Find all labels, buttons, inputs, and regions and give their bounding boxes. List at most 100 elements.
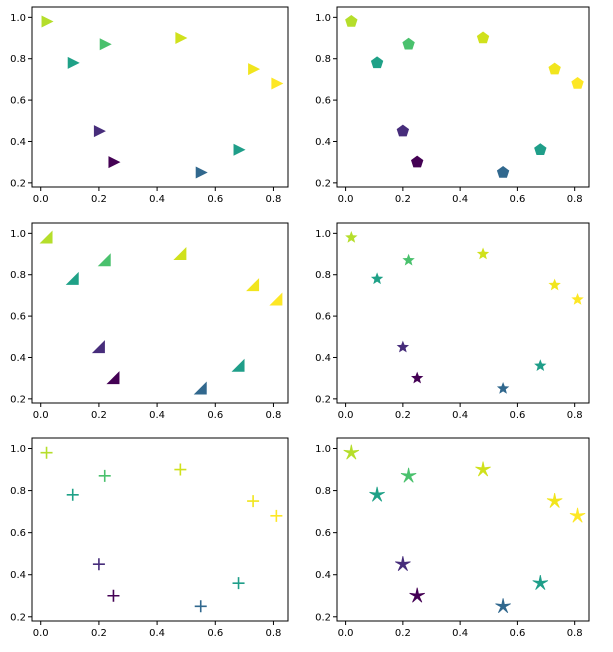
pentagon-marker (402, 37, 415, 50)
y-tick-label: 0.2 (315, 612, 331, 623)
axes-frame (31, 437, 289, 622)
x-tick-label: 0.8 (567, 410, 583, 421)
y-tick-label: 1.0 (10, 13, 26, 24)
subplot-2: 0.0 0.2 0.4 0.6 0.8 0.2 0.4 0.6 0.8 1.0 (315, 6, 590, 205)
triangle-right-marker (271, 77, 284, 90)
x-tick-label: 0.6 (207, 194, 223, 205)
triangle-right-marker (195, 166, 208, 179)
corner-triangle-marker (91, 340, 105, 354)
corner-triangle-marker (231, 358, 245, 372)
subplot-3-points (39, 230, 283, 395)
plus-marker (270, 509, 283, 522)
subplot-4: 0.0 0.2 0.4 0.6 0.8 0.2 0.4 0.6 0.8 1.0 (315, 222, 590, 421)
y-tick-label: 0.6 (315, 312, 331, 323)
x-tick-label: 0.8 (567, 628, 583, 639)
triangle-right-marker (248, 63, 261, 76)
plus-marker (232, 577, 245, 590)
y-tick-label: 0.8 (315, 486, 331, 497)
axes-frame (336, 222, 590, 404)
plus-marker (66, 488, 79, 501)
triangle-right-marker (233, 143, 246, 156)
subplot-5-points (40, 446, 283, 613)
asterisk-star-marker (369, 486, 385, 502)
triangle-right-marker (108, 156, 121, 169)
corner-triangle-marker (39, 230, 53, 244)
y-tick-label: 0.2 (10, 612, 26, 623)
x-tick-label: 0.6 (509, 410, 525, 421)
x-tick-label: 0.6 (509, 194, 525, 205)
plus-marker (92, 558, 105, 571)
pentagon-marker (345, 14, 358, 27)
asterisk-star-marker (409, 587, 425, 603)
axes-frame (336, 437, 590, 622)
x-tick-label: 0.6 (207, 628, 223, 639)
y-tick-label: 0.4 (315, 353, 331, 364)
subplot-5: 0.0 0.2 0.4 0.6 0.8 0.2 0.4 0.6 0.8 1.0 (10, 437, 289, 639)
subplot-2-points (345, 14, 584, 178)
y-tick-label: 0.6 (315, 528, 331, 539)
y-tick-label: 0.4 (10, 570, 26, 581)
y-tick-label: 0.6 (10, 528, 26, 539)
triangle-right-marker (67, 56, 80, 69)
y-tick-label: 1.0 (315, 444, 331, 455)
corner-triangle-marker (97, 253, 111, 267)
x-tick-label: 0.4 (149, 410, 165, 421)
star-marker (476, 247, 490, 260)
x-tick-label: 0.6 (207, 410, 223, 421)
axes-frame (31, 6, 289, 188)
y-tick-label: 0.4 (10, 137, 26, 148)
y-tick-label: 0.6 (10, 312, 26, 323)
asterisk-star-marker (395, 556, 411, 571)
x-tick-label: 0.4 (149, 628, 165, 639)
pentagon-marker (411, 155, 424, 168)
star-marker (345, 230, 358, 243)
x-tick-label: 0.2 (91, 628, 107, 639)
x-tick-label: 0.4 (452, 194, 468, 205)
pentagon-marker (548, 62, 561, 75)
x-tick-label: 0.0 (33, 194, 49, 205)
y-tick-label: 1.0 (10, 229, 26, 240)
y-tick-label: 0.6 (10, 96, 26, 107)
y-tick-label: 0.2 (315, 394, 331, 405)
pentagon-marker (396, 124, 410, 137)
x-tick-label: 0.4 (452, 628, 468, 639)
x-tick-label: 0.0 (338, 628, 354, 639)
subplot-3: 0.0 0.2 0.4 0.6 0.8 0.2 0.4 0.6 0.8 1.0 (10, 222, 289, 421)
y-tick-label: 1.0 (315, 13, 331, 24)
x-tick-label: 0.2 (395, 194, 411, 205)
x-tick-label: 0.8 (567, 194, 583, 205)
y-tick-label: 0.4 (10, 353, 26, 364)
pentagon-marker (370, 56, 384, 69)
x-tick-label: 0.8 (266, 628, 282, 639)
y-tick-label: 0.4 (315, 137, 331, 148)
asterisk-star-marker (532, 575, 549, 590)
star-marker (571, 293, 584, 305)
corner-triangle-marker (193, 381, 207, 395)
subplot-4-points (345, 230, 584, 394)
corner-triangle-marker (269, 292, 283, 306)
triangle-right-marker (93, 125, 106, 138)
axes-frame (31, 222, 289, 404)
plus-marker (40, 446, 53, 459)
axes-frame (336, 6, 590, 188)
asterisk-star-marker (569, 507, 586, 523)
subplot-1: 0.0 0.2 0.4 0.6 0.8 0.2 0.4 0.6 0.8 1.0 (10, 6, 289, 205)
y-tick-label: 0.8 (10, 54, 26, 65)
y-tick-label: 0.2 (10, 178, 26, 189)
plus-marker (174, 463, 187, 476)
plus-marker (247, 495, 260, 508)
x-tick-label: 0.2 (395, 628, 411, 639)
pentagon-marker (571, 77, 584, 89)
x-tick-label: 0.8 (266, 194, 282, 205)
x-tick-label: 0.2 (395, 410, 411, 421)
asterisk-star-marker (400, 467, 417, 483)
subplot-6-points (343, 444, 586, 614)
x-tick-label: 0.4 (452, 410, 468, 421)
corner-triangle-marker (246, 278, 260, 292)
pentagon-marker (534, 143, 547, 156)
y-tick-label: 0.2 (10, 394, 26, 405)
plus-marker (107, 589, 120, 602)
y-tick-label: 0.6 (315, 96, 331, 107)
